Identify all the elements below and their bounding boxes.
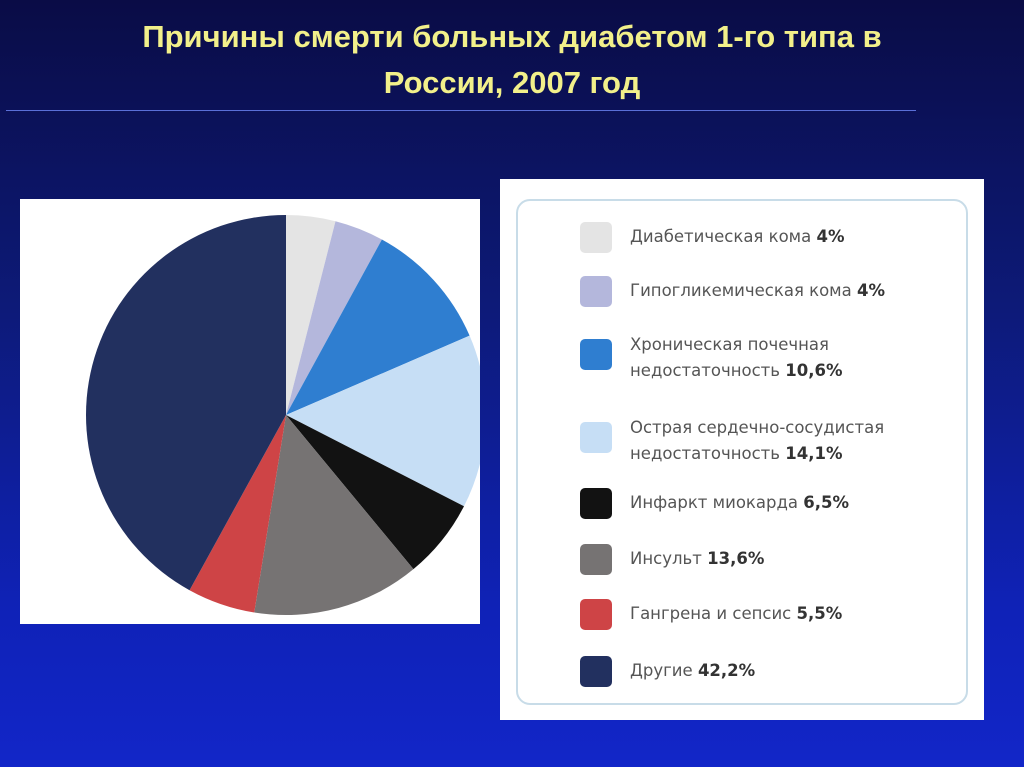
title-divider — [6, 110, 916, 111]
legend-label: Инфаркт миокарда — [630, 493, 798, 512]
pie-chart — [86, 215, 480, 615]
pie-slice-2 — [286, 239, 470, 415]
legend-panel: Диабетическая кома 4% Гипогликемическая … — [500, 179, 984, 720]
legend-value: 42,2% — [697, 661, 756, 680]
legend-value: 4% — [816, 227, 845, 246]
pie-slice-4 — [286, 415, 464, 570]
legend-swatch — [580, 339, 612, 370]
page-title: Причины смерти больных диабетом 1-го тип… — [0, 14, 1024, 106]
legend-label-line-2: недостаточность — [630, 361, 780, 380]
legend-swatch — [580, 222, 612, 253]
legend-label-line-1: Хроническая почечная — [630, 335, 829, 354]
legend-value: 5,5% — [796, 604, 843, 623]
legend-swatch — [580, 544, 612, 575]
legend-value: 6,5% — [803, 493, 849, 512]
legend-swatch — [580, 422, 612, 453]
legend-label-line-2: недостаточность — [630, 444, 780, 463]
legend-label: Гипогликемическая кома — [630, 281, 852, 300]
legend-item-acute-cardiovascular-failure: Острая сердечно-сосудистая недостаточнос… — [580, 413, 950, 469]
legend-swatch — [580, 276, 612, 307]
legend-value: 10,6% — [785, 361, 843, 380]
legend-label: Другие — [630, 661, 693, 680]
pie-slice-5 — [254, 415, 414, 615]
legend-item-myocardial-infarction: Инфаркт миокарда 6,5% — [580, 488, 950, 528]
pie-slice-6 — [189, 415, 286, 613]
legend: Диабетическая кома 4% Гипогликемическая … — [516, 199, 968, 705]
legend-label-line-1: Острая сердечно-сосудистая — [630, 418, 885, 437]
legend-value: 4% — [857, 281, 886, 300]
legend-swatch — [580, 599, 612, 630]
pie-slice-7 — [86, 215, 286, 591]
legend-value: 13,6% — [707, 549, 765, 568]
legend-item-other: Другие 42,2% — [580, 656, 950, 696]
legend-label: Гангрена и сепсис — [630, 604, 792, 623]
legend-item-stroke: Инсульт 13,6% — [580, 544, 950, 584]
pie-slice-3 — [286, 335, 480, 507]
legend-item-chronic-renal-failure: Хроническая почечная недостаточность 10,… — [580, 330, 950, 386]
pie-chart-panel — [20, 199, 480, 624]
pie-slice-0 — [286, 215, 336, 415]
legend-swatch — [580, 488, 612, 519]
legend-label: Диабетическая кома — [630, 227, 812, 246]
page-title-line-1: Причины смерти больных диабетом 1-го тип… — [142, 19, 882, 54]
legend-item-diabetic-coma: Диабетическая кома 4% — [580, 222, 950, 262]
legend-item-gangrene-sepsis: Гангрена и сепсис 5,5% — [580, 599, 950, 639]
legend-swatch — [580, 656, 612, 687]
pie-slice-1 — [286, 221, 382, 415]
legend-label: Инсульт — [630, 549, 702, 568]
legend-value: 14,1% — [785, 444, 843, 463]
legend-item-hypoglycemic-coma: Гипогликемическая кома 4% — [580, 276, 950, 316]
page-title-line-2: России, 2007 год — [383, 65, 641, 100]
